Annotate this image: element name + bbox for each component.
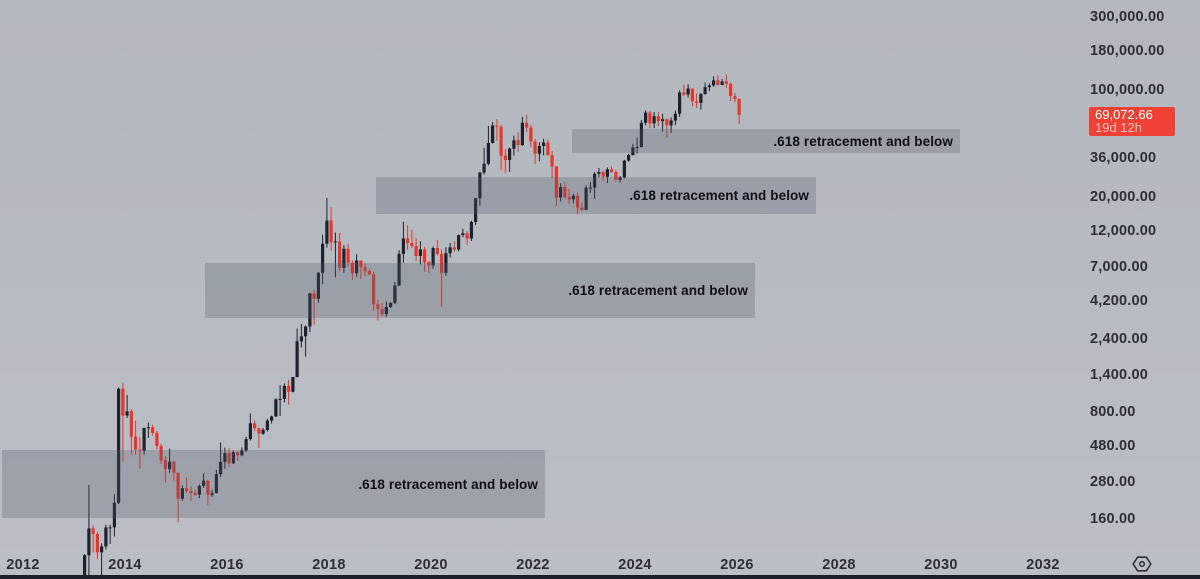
year-tick-label: 2022 <box>516 557 550 573</box>
price-tick-label: 480.00 <box>1090 437 1136 454</box>
current-price-value: 69,072.66 <box>1095 106 1153 122</box>
retracement-zone-label: .618 retracement and below <box>773 133 953 149</box>
year-tick-label: 2026 <box>720 557 754 573</box>
price-tick-label: 1,400.00 <box>1090 366 1149 383</box>
price-tick-label: 280.00 <box>1090 473 1136 490</box>
bottom-edge-bar <box>0 575 1200 579</box>
year-tick-label: 2028 <box>822 557 856 573</box>
year-tick-label: 2012 <box>6 557 40 573</box>
price-tick-label: 7,000.00 <box>1090 259 1149 276</box>
price-tick-label: 160.00 <box>1090 511 1136 527</box>
price-tick-label: 4,200.00 <box>1090 293 1149 310</box>
year-tick-label: 2018 <box>312 557 346 573</box>
price-tick-label: 300,000.00 <box>1090 8 1165 25</box>
current-price-label: 69,072.66 19d 12h <box>1089 106 1175 136</box>
year-tick-label: 2032 <box>1026 557 1060 573</box>
year-tick-label: 2024 <box>618 557 652 573</box>
retracement-zone[interactable]: .618 retracement and below <box>205 263 755 318</box>
retracement-zone[interactable]: .618 retracement and below <box>572 129 960 153</box>
settings-icon[interactable] <box>1130 553 1154 577</box>
price-tick-label: 180,000.00 <box>1090 42 1165 59</box>
price-tick-label: 800.00 <box>1090 403 1136 420</box>
year-tick-label: 2020 <box>414 557 448 573</box>
retracement-zone-label: .618 retracement and below <box>629 188 809 203</box>
year-tick-label: 2014 <box>108 557 142 573</box>
price-tick-label: 2,400.00 <box>1090 330 1149 347</box>
price-tick-label: 36,000.00 <box>1090 150 1157 167</box>
year-tick-label: 2030 <box>924 557 958 573</box>
price-tick-label: 12,000.00 <box>1090 223 1157 240</box>
retracement-zone-label: .618 retracement and below <box>358 476 538 492</box>
price-tick-label: 20,000.00 <box>1090 189 1157 206</box>
candle-countdown-timer: 19d 12h <box>1095 119 1142 135</box>
retracement-zone-label: .618 retracement and below <box>568 283 748 298</box>
year-tick-label: 2016 <box>210 557 244 573</box>
price-tick-label: 100,000.00 <box>1090 82 1165 99</box>
retracement-zone[interactable]: .618 retracement and below <box>2 450 545 518</box>
retracement-zone[interactable]: .618 retracement and below <box>376 177 816 214</box>
